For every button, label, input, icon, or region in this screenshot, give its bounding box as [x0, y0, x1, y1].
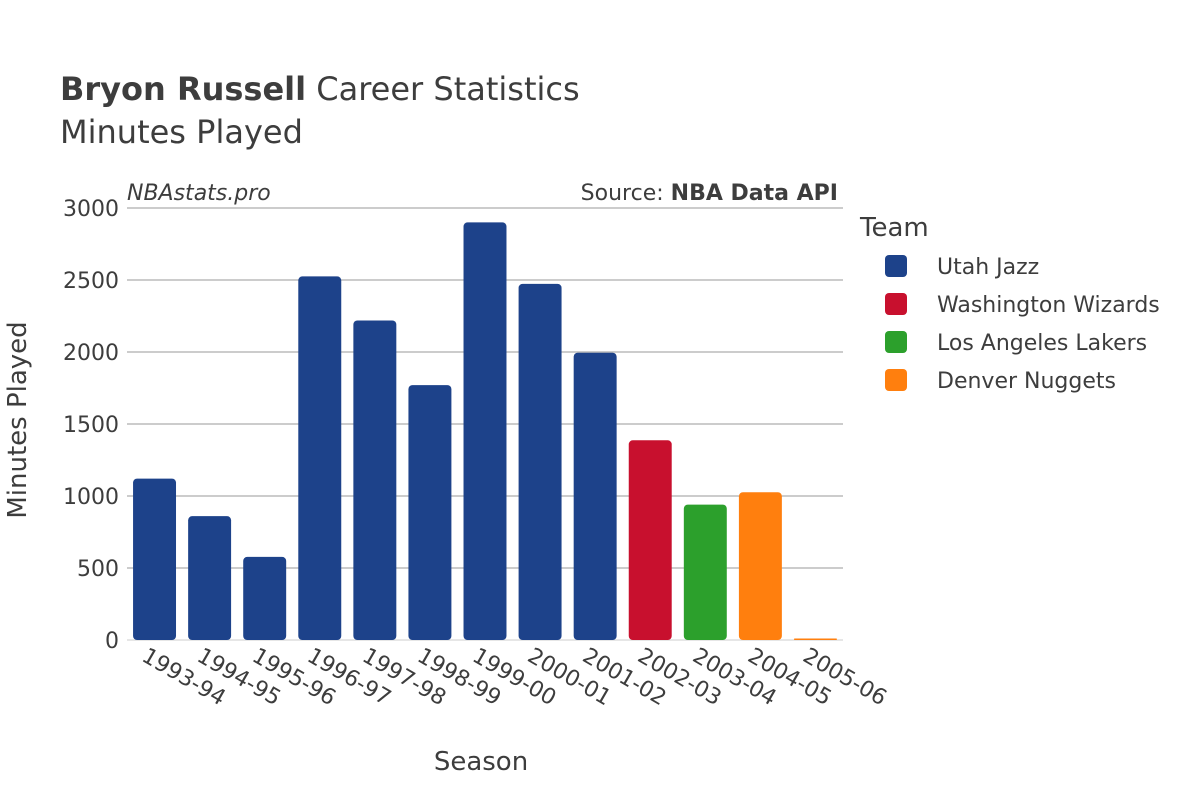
x-axis-label: Season: [434, 747, 528, 777]
source-label: Source: NBA Data API: [581, 181, 838, 206]
bar-2002-03[interactable]: [628, 440, 672, 640]
y-tick-label: 2500: [63, 269, 119, 294]
watermark: NBAstats.pro: [127, 181, 271, 206]
chart-title-rest: Career Statistics: [316, 70, 579, 108]
chart-title-player: Bryon Russell: [60, 70, 306, 108]
legend-item-label: Utah Jazz: [937, 255, 1039, 280]
y-tick-label: 3000: [63, 197, 119, 222]
legend-swatch: [885, 331, 907, 353]
bar-1993-94[interactable]: [133, 478, 177, 640]
y-axis-ticks: 0 500 1000 1500 2000 2500 3000: [63, 197, 119, 654]
legend-item-label: Los Angeles Lakers: [937, 331, 1147, 356]
legend-swatch: [885, 293, 907, 315]
source-prefix: Source:: [581, 181, 664, 206]
y-tick-label: 2000: [63, 341, 119, 366]
y-tick-label: 0: [105, 629, 119, 654]
bar-2005-06[interactable]: [793, 638, 837, 640]
legend-swatch: [885, 369, 907, 391]
bar-1998-99[interactable]: [408, 385, 452, 640]
bar-1997-98[interactable]: [353, 320, 397, 640]
legend-swatch: [885, 255, 907, 277]
bar-1994-95[interactable]: [188, 516, 232, 640]
legend: Team Utah Jazz Washington Wizards Los Ange…: [859, 213, 1160, 394]
bar-1996-97[interactable]: [298, 276, 342, 640]
chart-title: Bryon Russell Career Statistics: [60, 70, 580, 108]
y-tick-label: 1000: [63, 485, 119, 510]
bar-2003-04[interactable]: [683, 504, 727, 640]
bar-1995-96[interactable]: [243, 556, 287, 640]
bars: [133, 222, 837, 640]
y-tick-label: 1500: [63, 413, 119, 438]
bar-2004-05[interactable]: [738, 492, 782, 640]
source-space: [664, 181, 671, 206]
chart-subtitle: Minutes Played: [60, 113, 303, 151]
x-axis-ticks: 1993-941994-951995-961996-971997-981998-…: [138, 644, 891, 712]
legend-item-label: Denver Nuggets: [937, 369, 1116, 394]
bar-2001-02[interactable]: [573, 352, 617, 640]
legend-title: Team: [859, 213, 929, 243]
y-axis-label: Minutes Played: [3, 321, 33, 518]
bar-1999-00[interactable]: [463, 222, 507, 640]
source-name: NBA Data API: [671, 181, 838, 206]
legend-item-label: Washington Wizards: [937, 293, 1160, 318]
y-tick-label: 500: [77, 557, 119, 582]
bar-2000-01[interactable]: [518, 283, 562, 640]
chart-title-space: [306, 70, 316, 108]
